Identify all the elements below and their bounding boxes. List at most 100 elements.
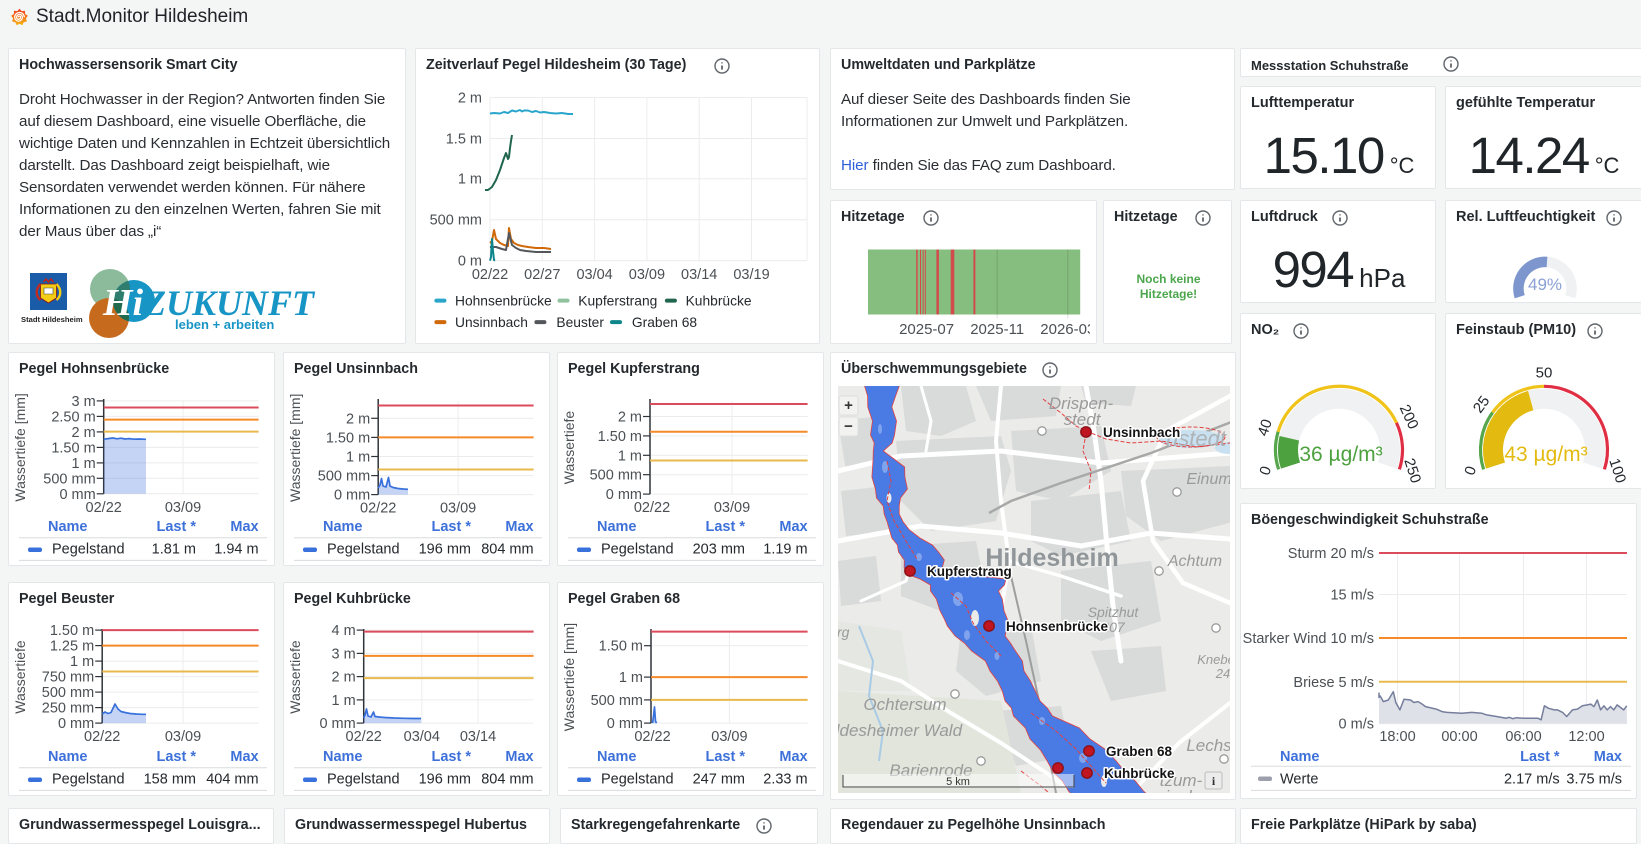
svg-text:Wassertiefe: Wassertiefe	[561, 411, 577, 485]
svg-text:03/09: 03/09	[165, 729, 201, 745]
svg-text:02/22: 02/22	[84, 729, 120, 745]
svg-text:02/22: 02/22	[346, 729, 382, 745]
svg-text:Graben 68: Graben 68	[632, 315, 698, 330]
svg-text:158 mm: 158 mm	[144, 772, 196, 788]
svg-text:Knebe: Knebe	[1197, 652, 1235, 667]
svg-text:Ochtersum: Ochtersum	[863, 695, 946, 714]
svg-text:Wassertiefe [mm]: Wassertiefe [mm]	[12, 393, 28, 501]
svg-text:0 mm: 0 mm	[606, 487, 642, 503]
svg-text:Werte: Werte	[1280, 772, 1318, 788]
svg-text:Last *: Last *	[432, 519, 472, 535]
svg-text:2.33 m: 2.33 m	[763, 772, 807, 788]
svg-text:Max: Max	[505, 519, 533, 535]
svg-text:03/09: 03/09	[629, 267, 665, 283]
svg-text:0: 0	[1256, 464, 1275, 477]
svg-text:Pegelstand: Pegelstand	[601, 772, 674, 788]
svg-text:Max: Max	[230, 519, 258, 535]
svg-text:Einum: Einum	[1186, 471, 1231, 488]
svg-text:Name: Name	[1280, 749, 1320, 765]
svg-text:2025-07: 2025-07	[899, 321, 954, 338]
svg-text:1.94 m: 1.94 m	[214, 542, 258, 558]
svg-text:2026-03: 2026-03	[1040, 321, 1095, 338]
svg-text:1 m: 1 m	[346, 450, 370, 466]
svg-text:3 m: 3 m	[72, 394, 96, 410]
svg-text:Wassertiefe: Wassertiefe	[287, 640, 303, 714]
svg-text:100: 100	[1605, 456, 1629, 485]
svg-text:196 mm: 196 mm	[419, 542, 471, 558]
svg-text:Unsinnbach: Unsinnbach	[455, 315, 528, 330]
svg-text:Drispen-: Drispen-	[1049, 394, 1114, 413]
svg-text:Spitzhut: Spitzhut	[1088, 604, 1140, 620]
svg-text:804 mm: 804 mm	[481, 772, 533, 788]
svg-text:1 m: 1 m	[618, 448, 642, 464]
svg-text:1.5 m: 1.5 m	[446, 132, 482, 148]
svg-text:Last *: Last *	[157, 519, 197, 535]
svg-text:0 mm: 0 mm	[607, 716, 643, 732]
svg-text:36 µg/m³: 36 µg/m³	[1299, 443, 1382, 466]
svg-text:Last *: Last *	[432, 749, 472, 765]
svg-text:24: 24	[1215, 666, 1230, 681]
svg-text:0 mm: 0 mm	[334, 488, 370, 504]
svg-text:0 m: 0 m	[458, 254, 482, 270]
svg-text:Hi: Hi	[102, 282, 144, 324]
svg-text:03/14: 03/14	[681, 267, 717, 283]
svg-text:Wassertiefe [mm]: Wassertiefe [mm]	[287, 394, 303, 502]
svg-text:18:00: 18:00	[1379, 729, 1415, 745]
svg-text:1 m: 1 m	[70, 654, 94, 670]
svg-text:02/22: 02/22	[634, 729, 670, 745]
svg-text:500 mm: 500 mm	[43, 471, 95, 487]
svg-text:Name: Name	[48, 519, 88, 535]
svg-text:Wassertiefe [mm]: Wassertiefe [mm]	[561, 623, 577, 731]
svg-text:Beuster: Beuster	[556, 315, 604, 330]
svg-text:0 mm: 0 mm	[59, 487, 95, 503]
svg-text:2025-11: 2025-11	[970, 321, 1024, 338]
svg-text:Starker Wind 10 m/s: Starker Wind 10 m/s	[1243, 631, 1374, 647]
svg-text:ildesheimer Wald: ildesheimer Wald	[832, 721, 963, 740]
svg-text:500 mm: 500 mm	[430, 213, 482, 229]
svg-text:02/22: 02/22	[360, 501, 396, 517]
svg-text:Kuhbrücke: Kuhbrücke	[686, 294, 752, 309]
svg-text:2.17 m/s: 2.17 m/s	[1504, 772, 1560, 788]
svg-text:03/04: 03/04	[576, 267, 612, 283]
svg-text:03/09: 03/09	[711, 729, 747, 745]
svg-text:Pegelstand: Pegelstand	[52, 542, 125, 558]
svg-text:50: 50	[1536, 364, 1553, 381]
svg-text:03/19: 03/19	[733, 267, 769, 283]
svg-text:Last *: Last *	[706, 749, 746, 765]
svg-text:Pegelstand: Pegelstand	[327, 542, 400, 558]
svg-text:Pegelstand: Pegelstand	[601, 542, 674, 558]
svg-text:4 m: 4 m	[332, 623, 356, 639]
svg-text:750 mm: 750 mm	[42, 670, 94, 686]
svg-text:Hildesheim: Hildesheim	[985, 544, 1118, 572]
svg-text:2 m: 2 m	[618, 410, 642, 426]
svg-text:196 mm: 196 mm	[419, 772, 471, 788]
svg-text:1.25 m: 1.25 m	[50, 639, 94, 655]
svg-text:0: 0	[1461, 464, 1480, 477]
svg-text:804 mm: 804 mm	[481, 542, 533, 558]
svg-text:02/22: 02/22	[634, 500, 670, 516]
svg-text:1 m: 1 m	[332, 693, 356, 709]
svg-text:5 km: 5 km	[946, 776, 970, 788]
svg-text:Max: Max	[230, 749, 258, 765]
svg-text:03/09: 03/09	[165, 500, 201, 516]
svg-text:nstedt: nstedt	[1166, 426, 1227, 451]
svg-text:06:00: 06:00	[1505, 729, 1541, 745]
svg-text:Kuhbrücke: Kuhbrücke	[1104, 766, 1175, 781]
svg-text:2 m: 2 m	[346, 411, 370, 427]
svg-text:0 m/s: 0 m/s	[1339, 717, 1374, 733]
svg-text:tzum-: tzum-	[1160, 771, 1203, 790]
svg-text:03/14: 03/14	[460, 729, 496, 745]
svg-text:1.50 m: 1.50 m	[51, 440, 95, 456]
svg-text:Max: Max	[779, 519, 807, 535]
svg-text:3 m: 3 m	[332, 646, 356, 662]
svg-text:49%: 49%	[1528, 275, 1562, 294]
svg-text:leben + arbeiten: leben + arbeiten	[175, 317, 274, 332]
svg-text:Name: Name	[48, 749, 88, 765]
svg-text:0 mm: 0 mm	[58, 716, 94, 732]
svg-text:Unsinnbach: Unsinnbach	[1103, 425, 1180, 440]
svg-text:Last *: Last *	[706, 519, 746, 535]
svg-text:1 m: 1 m	[72, 456, 96, 472]
svg-text:2.50 m: 2.50 m	[51, 409, 95, 425]
svg-text:03/09: 03/09	[440, 501, 476, 517]
svg-text:500 mm: 500 mm	[42, 685, 94, 701]
